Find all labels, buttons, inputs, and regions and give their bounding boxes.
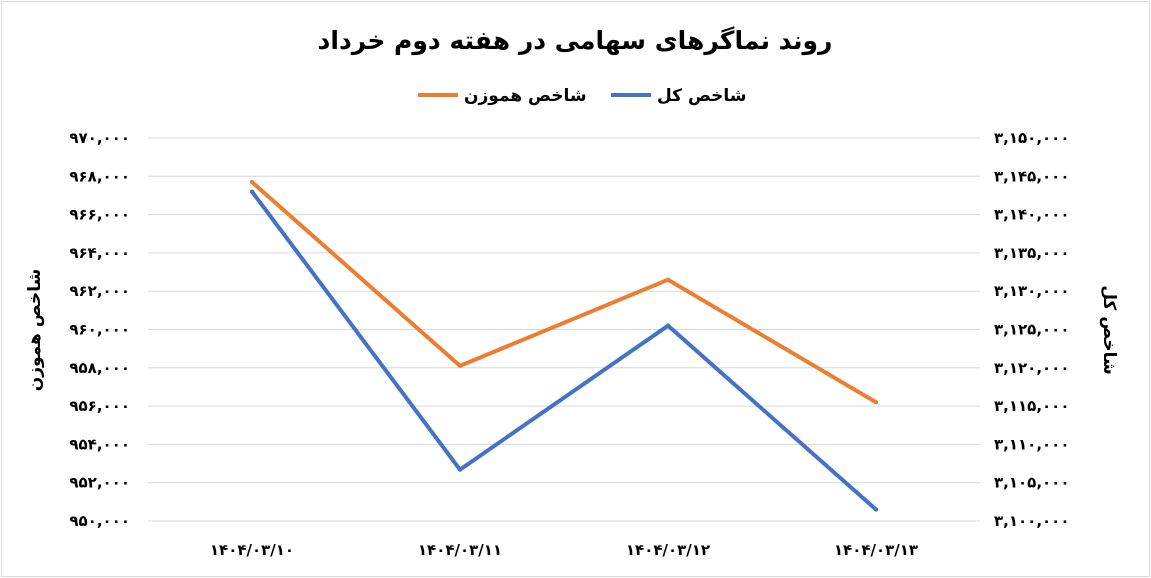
data-point	[250, 180, 254, 185]
series-line-hamvazn	[250, 180, 878, 405]
data-point	[250, 189, 254, 194]
x-tick-label: ۱۴۰۴/۰۳/۱۰	[210, 541, 294, 559]
chart-title: روند نماگرهای سهامی در هفته دوم خرداد	[318, 26, 833, 56]
x-tick-label: ۱۴۰۴/۰۳/۱۲	[626, 541, 710, 559]
chart-legend: شاخص هموزن شاخص کل	[418, 86, 747, 106]
right-tick-label: ۳,۱۴۰,۰۰۰	[994, 206, 1069, 224]
data-point	[666, 323, 670, 328]
left-tick-label: ۹۵۸,۰۰۰	[69, 359, 130, 377]
data-point	[458, 467, 462, 472]
left-tick-label: ۹۵۰,۰۰۰	[69, 512, 130, 530]
left-tick-label: ۹۶۸,۰۰۰	[69, 167, 130, 185]
data-point	[874, 507, 878, 512]
data-point	[666, 277, 670, 282]
right-axis-ticks: ۳,۱۰۰,۰۰۰ ۳,۱۰۵,۰۰۰ ۳,۱۱۰,۰۰۰ ۳,۱۱۵,۰۰۰ ۳,۱۲…	[994, 129, 1069, 530]
series-layer	[250, 180, 878, 512]
legend-label-kol: شاخص کل	[657, 86, 747, 106]
left-tick-label: ۹۵۲,۰۰۰	[69, 474, 130, 492]
left-axis-title: شاخص هموزن	[25, 269, 45, 392]
left-axis-ticks: ۹۵۰,۰۰۰ ۹۵۲,۰۰۰ ۹۵۴,۰۰۰ ۹۵۶,۰۰۰ ۹۵۸,۰۰۰ ۹۶۰,۰…	[69, 129, 130, 530]
right-tick-label: ۳,۱۵۰,۰۰۰	[994, 129, 1069, 147]
x-tick-label: ۱۴۰۴/۰۳/۱۳	[834, 541, 918, 559]
x-axis-ticks: ۱۴۰۴/۰۳/۱۰ ۱۴۰۴/۰۳/۱۱ ۱۴۰۴/۰۳/۱۲ ۱۴۰۴/۰۳/۱۳	[210, 541, 918, 559]
data-point	[874, 400, 878, 405]
right-tick-label: ۳,۱۲۰,۰۰۰	[994, 359, 1069, 377]
right-axis-title: شاخص کل	[1099, 285, 1119, 375]
data-point	[458, 363, 462, 368]
right-tick-label: ۳,۱۰۰,۰۰۰	[994, 512, 1069, 530]
left-tick-label: ۹۶۶,۰۰۰	[69, 206, 130, 224]
x-tick-label: ۱۴۰۴/۰۳/۱۱	[418, 541, 502, 559]
right-tick-label: ۳,۱۳۰,۰۰۰	[994, 282, 1069, 300]
left-tick-label: ۹۶۲,۰۰۰	[69, 282, 130, 300]
right-tick-label: ۳,۱۱۰,۰۰۰	[994, 435, 1069, 453]
left-tick-label: ۹۶۰,۰۰۰	[69, 321, 130, 339]
left-tick-label: ۹۵۶,۰۰۰	[69, 397, 130, 415]
left-tick-label: ۹۷۰,۰۰۰	[69, 129, 130, 147]
right-tick-label: ۳,۱۳۵,۰۰۰	[994, 244, 1069, 262]
series-line-kol	[250, 189, 878, 512]
right-tick-label: ۳,۱۰۵,۰۰۰	[994, 474, 1069, 492]
legend-label-hamvazn: شاخص هموزن	[464, 86, 587, 106]
gridlines	[148, 137, 980, 522]
left-tick-label: ۹۶۴,۰۰۰	[69, 244, 130, 262]
right-tick-label: ۳,۱۱۵,۰۰۰	[994, 397, 1069, 415]
right-tick-label: ۳,۱۴۵,۰۰۰	[994, 167, 1069, 185]
left-tick-label: ۹۵۴,۰۰۰	[69, 435, 130, 453]
right-tick-label: ۳,۱۲۵,۰۰۰	[994, 321, 1069, 339]
